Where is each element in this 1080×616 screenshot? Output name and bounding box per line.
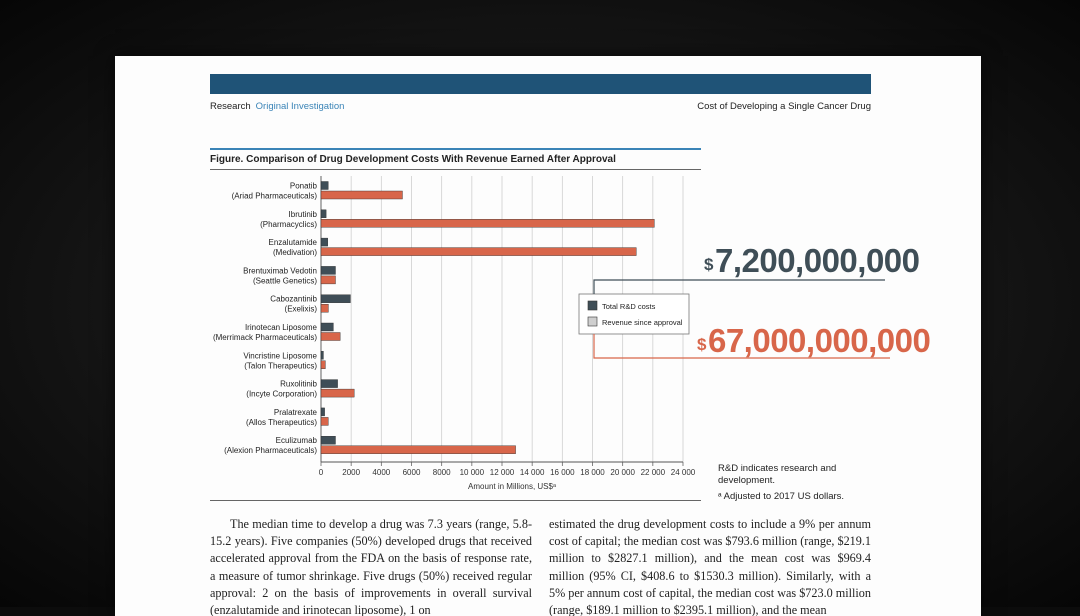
legend-label: Total R&D costs: [602, 302, 656, 311]
x-tick-label: 4000: [372, 468, 390, 477]
legend-box: [578, 293, 690, 335]
figure-title-rule: [210, 169, 701, 170]
rd-cost-callout: $7,200,000,000: [704, 242, 920, 280]
category-label: Enzalutamide: [269, 238, 318, 247]
journal-page: Research Original Investigation Cost of D…: [115, 56, 981, 616]
category-sublabel: (Exelixis): [285, 305, 318, 314]
category-sublabel: (Ariad Pharmaceuticals): [232, 192, 318, 201]
section-label: Research: [210, 101, 251, 112]
figure-footnote-a: ᵃ Adjusted to 2017 US dollars.: [718, 491, 845, 502]
rd-cost-bar: [320, 181, 329, 190]
footnote-line: development.: [718, 475, 776, 486]
category-label: Pralatrexate: [274, 408, 318, 417]
figure-top-rule: [210, 148, 701, 150]
category-sublabel: (Merrimack Pharmaceuticals): [213, 333, 317, 342]
category-sublabel: (Talon Therapeutics): [244, 361, 317, 370]
x-tick-label: 6000: [403, 468, 421, 477]
body-column-1: The median time to develop a drug was 7.…: [210, 517, 532, 616]
rd-cost-bar: [320, 209, 327, 219]
category-label: Vincristine Liposome: [243, 351, 317, 360]
category-sublabel: (Alexion Pharmaceuticals): [224, 446, 317, 455]
revenue-bar: [320, 445, 516, 454]
currency-symbol: $: [704, 255, 713, 274]
category-label: Brentuximab Vedotin: [243, 266, 317, 275]
rd-cost-bar: [320, 294, 351, 303]
category-label: Ruxolitinib: [280, 380, 317, 389]
category-sublabel: (Incyte Corporation): [246, 390, 317, 399]
category-label: Ponatib: [290, 182, 318, 191]
rd-callout-connector: [593, 279, 885, 294]
revenue-callout-connector: [593, 334, 890, 359]
category-sublabel: (Pharmacyclics): [260, 220, 317, 229]
revenue-bar: [320, 388, 355, 398]
rd-cost-bar: [320, 436, 336, 445]
category-label: Eculizumab: [276, 436, 318, 445]
footnote-line: R&D indicates research and: [718, 463, 837, 474]
category-sublabel: (Seattle Genetics): [253, 276, 317, 285]
rd-cost-bar: [320, 379, 338, 388]
x-tick-label: 8000: [433, 468, 451, 477]
revenue-bar: [320, 190, 403, 200]
revenue-bar: [320, 219, 655, 228]
legend-label: Revenue since approval: [602, 318, 683, 327]
rd-cost-bar: [320, 266, 336, 275]
figure-footnote-rd: R&D indicates research and development.: [718, 463, 836, 487]
header-section: Research Original Investigation: [210, 101, 344, 112]
x-tick-label: 14 000: [520, 468, 545, 477]
rd-cost-bar: [320, 322, 334, 332]
x-tick-label: 0: [319, 468, 324, 477]
category-label: Ibrutinib: [289, 210, 318, 219]
figure-title: Figure. Comparison of Drug Development C…: [210, 154, 616, 165]
x-tick-label: 22 000: [641, 468, 666, 477]
category-label: Cabozantinib: [270, 295, 317, 304]
article-type-label: Original Investigation: [255, 101, 345, 112]
revenue-callout: $67,000,000,000: [697, 322, 931, 360]
x-tick-label: 16 000: [550, 468, 575, 477]
body-column-2: estimated the drug development costs to …: [549, 517, 871, 616]
x-tick-label: 20 000: [610, 468, 635, 477]
revenue-bar: [320, 247, 637, 256]
legend-swatch: [587, 300, 598, 311]
rd-cost-amount: 7,200,000,000: [714, 242, 920, 279]
legend-swatch: [587, 316, 598, 327]
revenue-bar: [320, 417, 329, 426]
category-sublabel: (Medivation): [273, 248, 317, 257]
x-tick-label: 2000: [342, 468, 360, 477]
rd-cost-bar: [320, 407, 325, 417]
x-tick-label: 24 000: [671, 468, 696, 477]
revenue-bar: [320, 332, 341, 341]
x-axis-label: Amount in Millions, US$ᵃ: [468, 482, 557, 491]
running-title: Cost of Developing a Single Cancer Drug: [697, 101, 871, 112]
category-sublabel: (Allos Therapeutics): [246, 418, 317, 427]
currency-symbol: $: [697, 335, 706, 354]
x-tick-label: 18 000: [580, 468, 605, 477]
x-tick-label: 12 000: [490, 468, 515, 477]
revenue-bar: [320, 360, 326, 369]
category-label: Irinotecan Liposome: [245, 323, 318, 332]
figure-bottom-rule: [210, 500, 701, 501]
header-banner: [210, 74, 871, 94]
revenue-amount: 67,000,000,000: [707, 322, 931, 359]
bar-chart: 0 2000 4000 6000 8000 10 000 12 000 14 000 16 00…: [213, 176, 890, 491]
revenue-bar: [320, 275, 336, 285]
rd-cost-bar: [320, 237, 328, 247]
x-tick-label: 10 000: [460, 468, 485, 477]
revenue-bar: [320, 303, 329, 313]
rd-cost-bar: [320, 351, 324, 360]
